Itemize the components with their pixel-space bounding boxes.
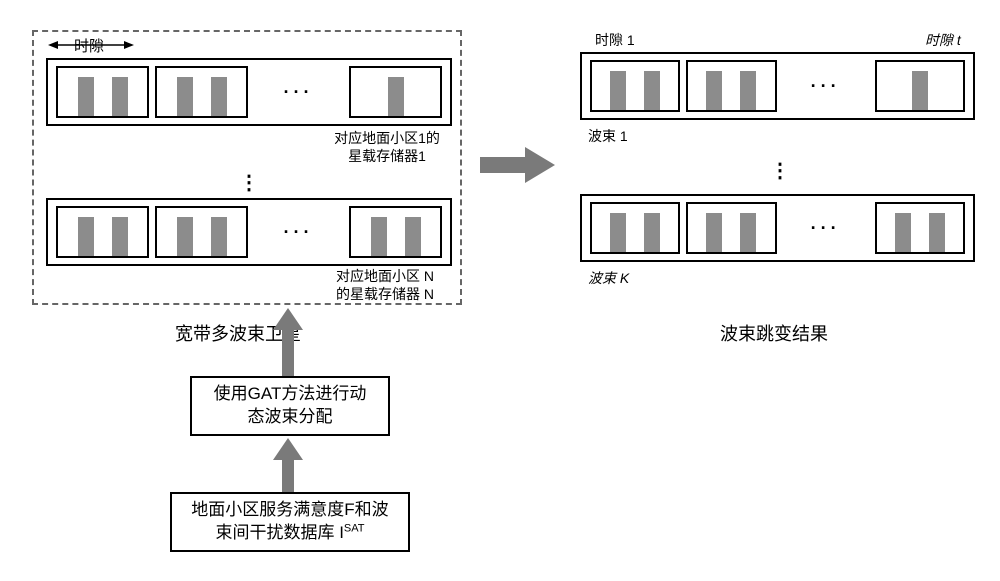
text: 星载存储器1: [348, 148, 426, 164]
cell: [56, 66, 149, 118]
vertical-dots-right: ⋮: [770, 158, 792, 183]
memory-row-n-cells: ···: [56, 206, 442, 258]
beamk-label: 波束 K: [588, 268, 629, 288]
beam-row-k-cells: ···: [590, 202, 965, 254]
cell: [686, 60, 776, 112]
right-arrow-icon: [480, 145, 555, 185]
beam-row-1: ···: [580, 52, 975, 120]
hdots: ···: [783, 60, 869, 112]
cell: [349, 66, 442, 118]
beam-row-1-cells: ···: [590, 60, 965, 112]
cell: [875, 202, 965, 254]
text: 束间干扰数据库 ISAT: [215, 523, 364, 542]
beam-row-k: ···: [580, 194, 975, 262]
gat-box: 使用GAT方法进行动 态波束分配: [190, 376, 390, 436]
memory-row-1: ···: [46, 58, 452, 126]
up-arrow-2-icon: [273, 438, 303, 493]
row1-sublabel: 对应地面小区1的 星载存储器1: [312, 130, 462, 165]
slot1-label: 时隙 1: [595, 30, 635, 50]
up-arrow-1-icon: [273, 308, 303, 378]
gat-box-text: 使用GAT方法进行动 态波束分配: [214, 383, 367, 429]
hdots: ···: [783, 202, 869, 254]
cell: [590, 60, 680, 112]
text: 对应地面小区 N: [336, 268, 434, 284]
cell: [875, 60, 965, 112]
text: 时隙: [925, 32, 953, 48]
vertical-dots-left: ⋮: [239, 170, 261, 195]
hdots: ···: [254, 66, 343, 118]
cell: [349, 206, 442, 258]
cell: [590, 202, 680, 254]
beam1-label: 波束 1: [588, 126, 628, 146]
slott-label: 时隙 t: [925, 30, 961, 50]
db-box: 地面小区服务满意度F和波 束间干扰数据库 ISAT: [170, 492, 410, 552]
text: 态波束分配: [248, 407, 333, 426]
text: 波束: [588, 270, 616, 286]
db-box-text: 地面小区服务满意度F和波 束间干扰数据库 ISAT: [191, 499, 388, 546]
superscript: SAT: [344, 523, 365, 535]
cell: [56, 206, 149, 258]
cell: [155, 66, 248, 118]
memory-row-n: ···: [46, 198, 452, 266]
text: 地面小区服务满意度F和波: [191, 500, 388, 519]
cell: [686, 202, 776, 254]
text: 的星载存储器 N: [336, 286, 434, 302]
slot-label: 时隙: [74, 35, 104, 56]
text: 对应地面小区1的: [334, 130, 440, 146]
hdots: ···: [254, 206, 343, 258]
right-panel-label: 波束跳变结果: [720, 320, 828, 346]
text: 使用GAT方法进行动: [214, 384, 367, 403]
rown-sublabel: 对应地面小区 N 的星载存储器 N: [310, 268, 460, 303]
cell: [155, 206, 248, 258]
diagram-root: 时隙 ··· 对应地面小区1的 星载存储器1 ⋮: [20, 20, 980, 561]
left-dashed-panel: 时隙 ··· 对应地面小区1的 星载存储器1 ⋮: [32, 30, 462, 305]
memory-row-1-cells: ···: [56, 66, 442, 118]
